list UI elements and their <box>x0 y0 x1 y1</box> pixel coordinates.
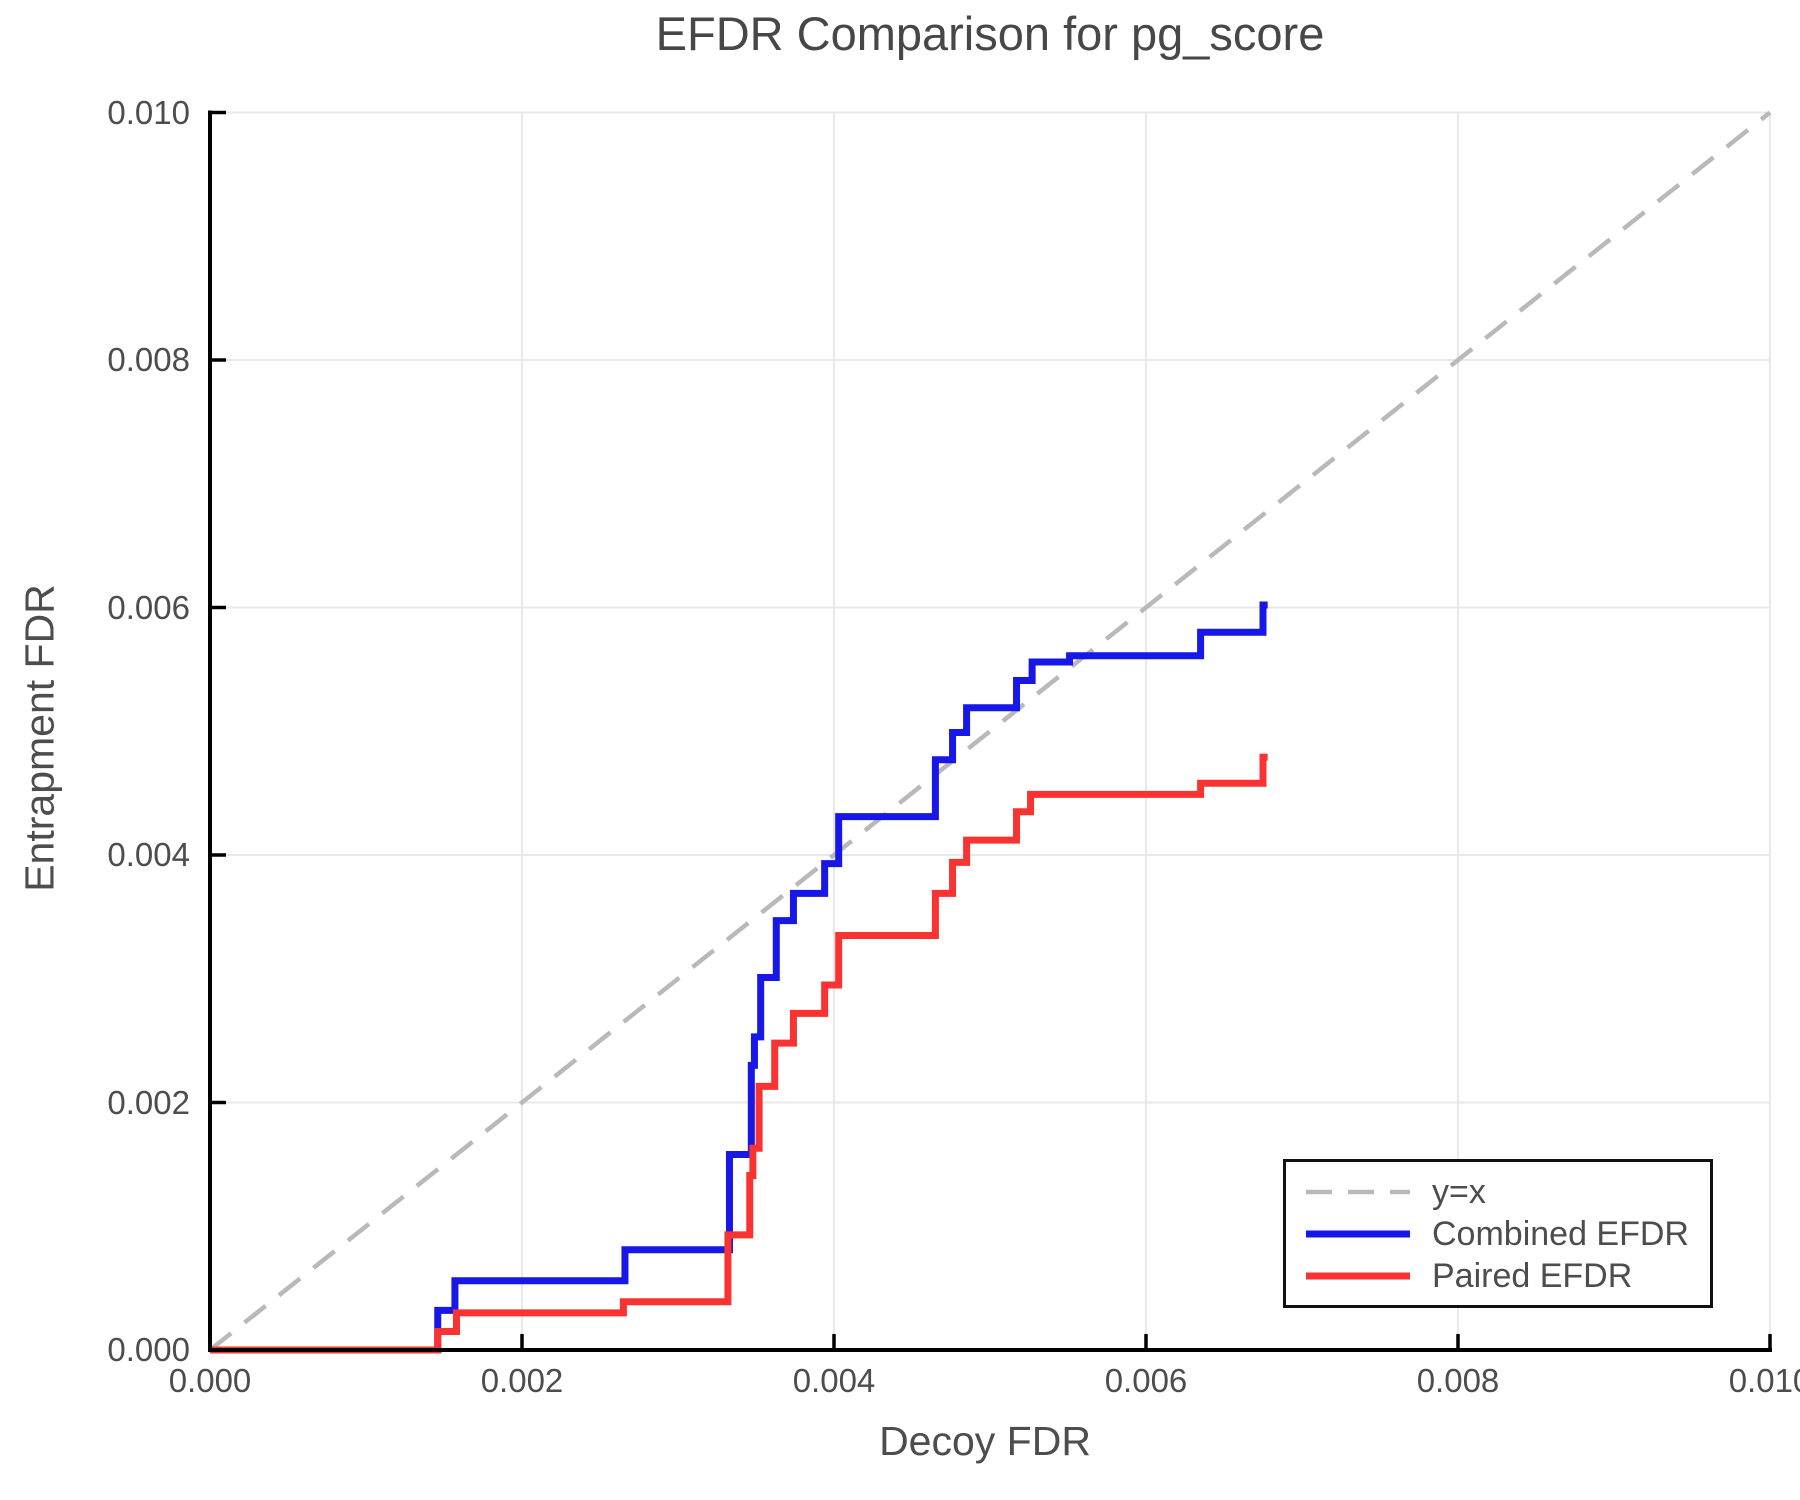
y-tick-label: 0.000 <box>107 1331 190 1368</box>
x-tick-label: 0.006 <box>1104 1362 1188 1399</box>
y-tick-label: 0.006 <box>107 588 190 626</box>
y-tick-label: 0.010 <box>107 93 190 131</box>
legend-line-sample <box>1306 1272 1410 1279</box>
legend: y=x Combined EFDR Paired EFDR <box>1283 1159 1713 1308</box>
x-axis-label: Decoy FDR <box>879 1418 1091 1464</box>
y-tick-label: 0.002 <box>107 1083 190 1121</box>
y-x-line <box>208 110 1772 1352</box>
combined-efdr-line <box>210 601 1268 1354</box>
paired-efdr-line <box>210 753 1268 1354</box>
x-tick-label: 0.004 <box>792 1362 876 1399</box>
x-tick-label: 0.000 <box>168 1362 252 1399</box>
y-tick-label: 0.004 <box>107 836 190 873</box>
legend-label: Combined EFDR <box>1432 1214 1689 1253</box>
legend-label: y=x <box>1432 1172 1486 1211</box>
legend-entry: Paired EFDR <box>1304 1255 1710 1297</box>
chart-title: EFDR Comparison for pg_score <box>655 7 1325 60</box>
x-tick-label: 0.008 <box>1416 1362 1500 1399</box>
legend-label: Paired EFDR <box>1432 1256 1633 1295</box>
legend-entry: Combined EFDR <box>1304 1213 1710 1255</box>
y-tick-label: 0.008 <box>107 341 190 378</box>
legend-line-sample <box>1306 1230 1410 1237</box>
x-tick-label: 0.010 <box>1728 1362 1800 1399</box>
x-tick-label: 0.002 <box>480 1362 564 1399</box>
legend-entry: y=x <box>1304 1171 1710 1213</box>
legend-line-sample <box>1306 1189 1410 1194</box>
